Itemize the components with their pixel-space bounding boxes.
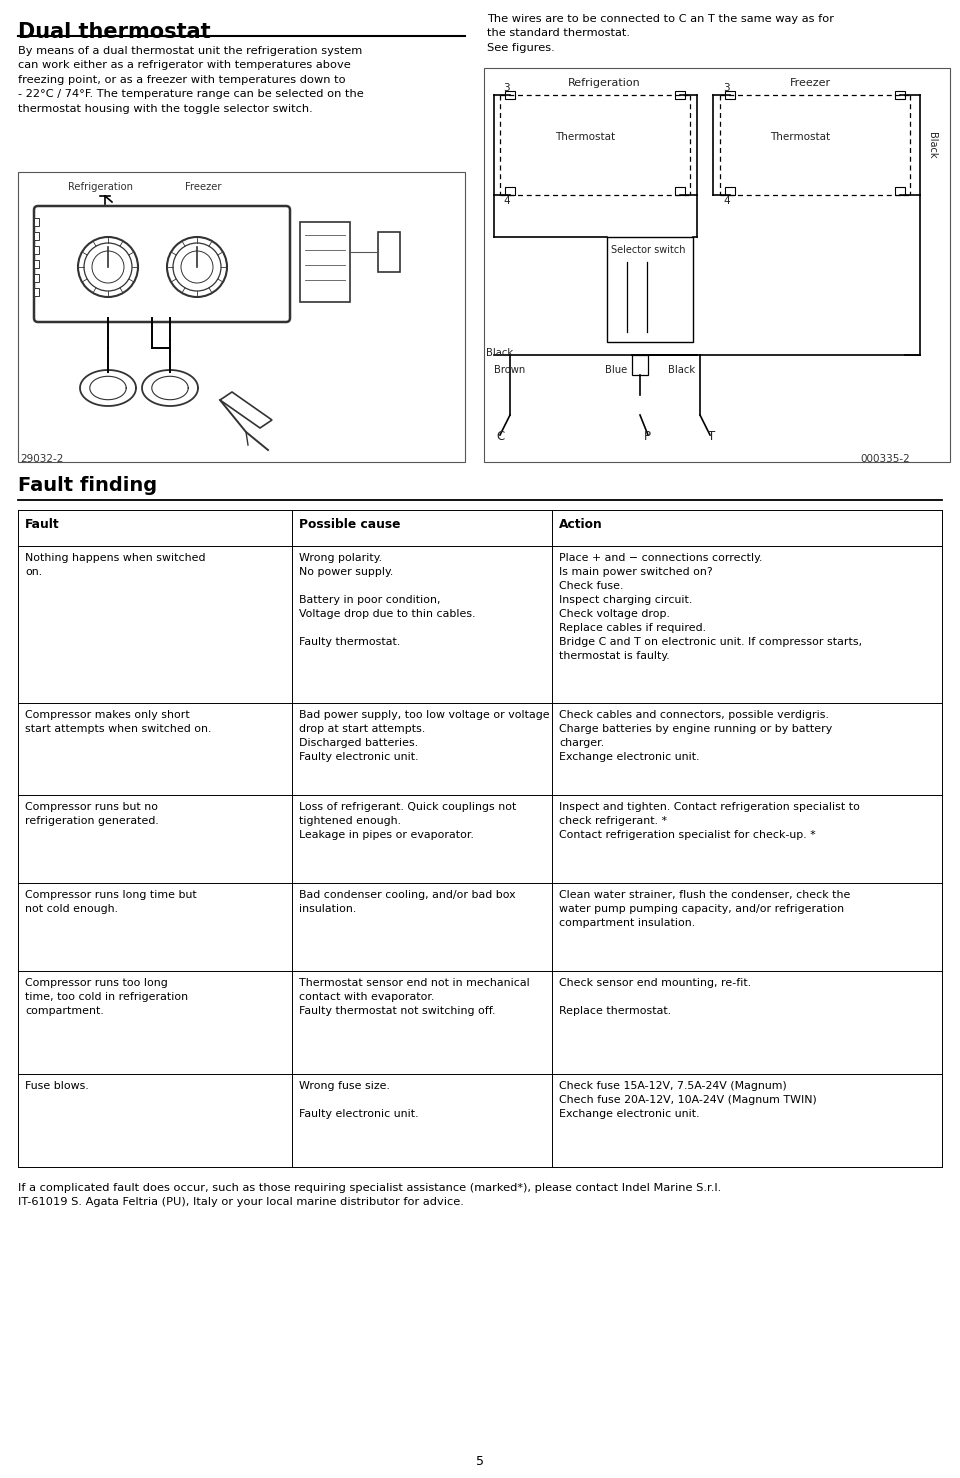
Bar [34, 288, 39, 296]
Text: Compressor makes only short
start attempts when switched on.: Compressor makes only short start attemp… [25, 709, 211, 735]
Text: Check fuse 15A-12V, 7.5A-24V (Magnum)
Chech fuse 20A-12V, 10A-24V (Magnum TWIN)
: Check fuse 15A-12V, 7.5A-24V (Magnum) Ch… [559, 1080, 817, 1119]
Text: 000335-2: 000335-2 [860, 454, 910, 464]
Bar [34, 245, 39, 254]
Text: Freezer: Freezer [185, 182, 222, 192]
Bar [505, 92, 515, 99]
Text: Brown: Brown [494, 365, 525, 375]
Text: Inspect and tighten. Contact refrigeration specialist to
check refrigerant. *
Co: Inspect and tighten. Contact refrigerati… [559, 803, 860, 840]
Text: Action: Action [559, 517, 603, 531]
Text: 3: 3 [503, 83, 510, 93]
Text: Fault: Fault [25, 517, 60, 531]
Text: If a complicated fault does occur, such as those requiring specialist assistance: If a complicated fault does occur, such … [18, 1182, 721, 1208]
Bar [895, 188, 905, 195]
Text: Clean water strainer, flush the condenser, check the
water pump pumping capacity: Clean water strainer, flush the condense… [559, 890, 851, 928]
Text: Selector switch: Selector switch [611, 245, 685, 256]
Text: P: P [644, 430, 651, 443]
Bar [675, 92, 685, 99]
Text: Compressor runs too long
time, too cold in refrigeration
compartment.: Compressor runs too long time, too cold … [25, 978, 188, 1015]
Bar [895, 92, 905, 99]
Text: Dual thermostat: Dual thermostat [18, 22, 210, 41]
Text: By means of a dual thermostat unit the refrigeration system
can work either as a: By means of a dual thermostat unit the r… [18, 46, 364, 114]
Bar [34, 217, 39, 226]
Bar [34, 273, 39, 282]
Text: Thermostat: Thermostat [555, 132, 615, 142]
Text: C: C [496, 430, 504, 443]
Text: 3: 3 [723, 83, 730, 93]
Text: Compressor runs long time but
not cold enough.: Compressor runs long time but not cold e… [25, 890, 197, 913]
Text: 29032-2: 29032-2 [20, 454, 63, 464]
Bar [725, 188, 735, 195]
Text: Blue: Blue [605, 365, 627, 375]
Text: 5: 5 [476, 1454, 484, 1468]
Text: Refrigeration: Refrigeration [568, 78, 640, 89]
Bar [34, 232, 39, 239]
Bar [300, 222, 350, 302]
Text: Place + and − connections correctly.
Is main power switched on?
Check fuse.
Insp: Place + and − connections correctly. Is … [559, 553, 862, 661]
Text: Check sensor end mounting, re-fit.

Replace thermostat.: Check sensor end mounting, re-fit. Repla… [559, 978, 751, 1015]
Text: Check cables and connectors, possible verdigris.
Charge batteries by engine runn: Check cables and connectors, possible ve… [559, 709, 832, 763]
Text: Bad power supply, too low voltage or voltage
drop at start attempts.
Discharged : Bad power supply, too low voltage or vol… [299, 709, 550, 763]
Bar [378, 232, 400, 272]
Text: Thermostat sensor end not in mechanical
contact with evaporator.
Faulty thermost: Thermostat sensor end not in mechanical … [299, 978, 530, 1015]
Text: Fuse blows.: Fuse blows. [25, 1080, 88, 1091]
Text: Refrigeration: Refrigeration [68, 182, 133, 192]
Polygon shape [220, 392, 272, 429]
Text: Thermostat: Thermostat [770, 132, 830, 142]
Text: Nothing happens when switched
on.: Nothing happens when switched on. [25, 553, 205, 576]
Text: Freezer: Freezer [790, 78, 831, 89]
Text: The wires are to be connected to C an T the same way as for
the standard thermos: The wires are to be connected to C an T … [487, 13, 834, 53]
Bar [632, 355, 648, 375]
Bar [34, 260, 39, 268]
Bar [725, 92, 735, 99]
Bar [607, 236, 693, 341]
Text: Wrong polarity.
No power supply.

Battery in poor condition,
Voltage drop due to: Wrong polarity. No power supply. Battery… [299, 553, 475, 647]
Bar [675, 188, 685, 195]
Text: Black: Black [668, 365, 695, 375]
Text: Fault finding: Fault finding [18, 476, 157, 495]
Text: Loss of refrigerant. Quick couplings not
tightened enough.
Leakage in pipes or e: Loss of refrigerant. Quick couplings not… [299, 803, 516, 840]
Text: Black: Black [486, 347, 514, 358]
Text: Compressor runs but no
refrigeration generated.: Compressor runs but no refrigeration gen… [25, 803, 158, 826]
Text: Bad condenser cooling, and/or bad box
insulation.: Bad condenser cooling, and/or bad box in… [299, 890, 516, 913]
Text: Wrong fuse size.

Faulty electronic unit.: Wrong fuse size. Faulty electronic unit. [299, 1080, 419, 1119]
Bar [505, 188, 515, 195]
Text: 4: 4 [723, 197, 730, 205]
Text: T: T [708, 430, 715, 443]
Text: Black: Black [927, 132, 937, 158]
Text: 4: 4 [503, 197, 510, 205]
Text: Possible cause: Possible cause [299, 517, 400, 531]
